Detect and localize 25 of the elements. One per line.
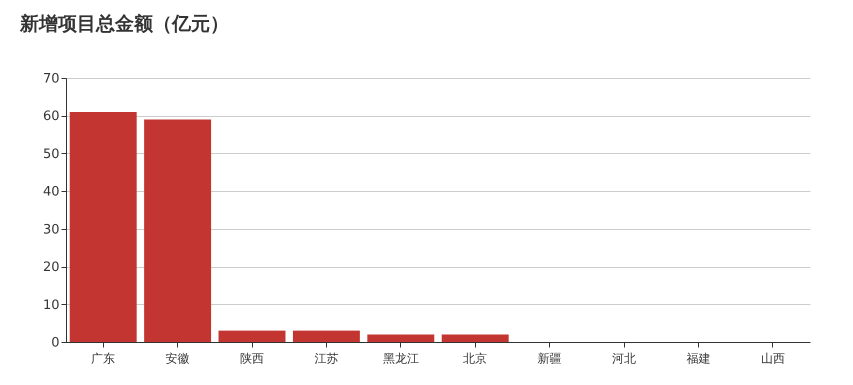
bar: [218, 330, 286, 342]
y-tick-label: 30: [42, 222, 60, 238]
x-tick-label: 河北: [612, 352, 636, 366]
y-tick-label: 0: [51, 336, 60, 350]
x-tick-label: 福建: [686, 352, 710, 366]
bar: [70, 112, 137, 342]
y-tick-label: 70: [42, 72, 60, 86]
chart-title: 新增项目总金额（亿元）: [19, 13, 229, 35]
x-tick-label: 新疆: [538, 352, 562, 366]
x-tick-label: 陕西: [240, 352, 264, 366]
bar: [292, 330, 360, 342]
x-tick-label: 广东: [91, 352, 116, 366]
bar: [144, 119, 212, 342]
x-tick-label: 山西: [760, 352, 785, 366]
x-tick-label: 黑龙江: [382, 352, 419, 366]
x-tick-label: 江苏: [314, 352, 338, 366]
bar: [367, 334, 434, 342]
y-tick-label: 20: [42, 260, 60, 276]
bar: [442, 334, 509, 342]
x-tick-label: 安徽: [166, 352, 190, 366]
x-tick-label: 北京: [463, 352, 488, 366]
y-tick-label: 50: [42, 146, 60, 162]
y-tick-label: 10: [42, 298, 60, 313]
y-tick-label: 60: [42, 109, 60, 124]
y-tick-label: 40: [42, 184, 60, 200]
